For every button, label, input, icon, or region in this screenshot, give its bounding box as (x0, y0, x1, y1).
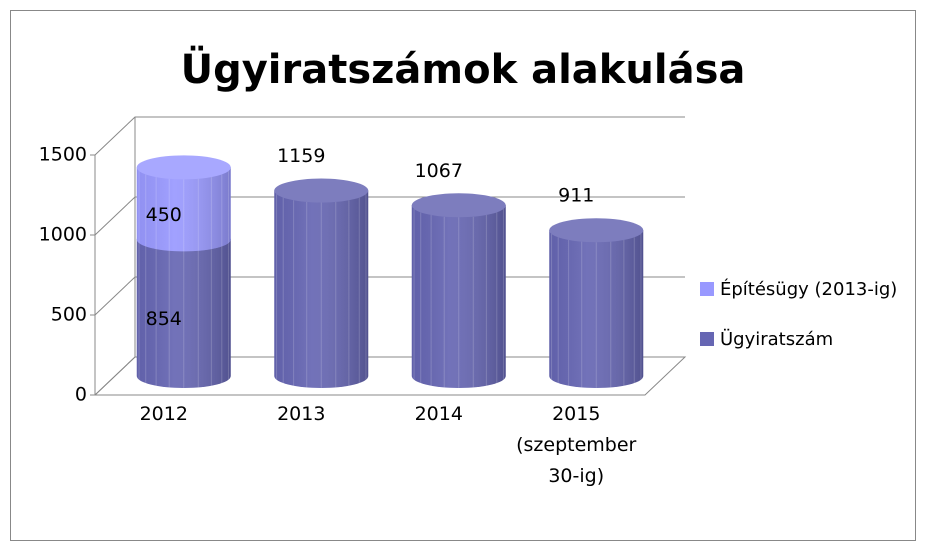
grid-line (94, 116, 685, 156)
cylinder-shade (549, 230, 644, 389)
value-label: 854 (146, 308, 182, 330)
y-tick-label: 0 (75, 384, 87, 406)
cylinder-shade (136, 239, 231, 389)
legend-swatch (700, 332, 714, 346)
cylinder-top (274, 178, 369, 203)
x-tick-label: 2013 (277, 403, 326, 425)
cylinder-top (411, 193, 506, 218)
y-tick-label: 1500 (39, 144, 87, 166)
x-tick-label: 2012 (139, 403, 188, 425)
value-label: 1067 (415, 160, 463, 182)
value-label: 911 (558, 185, 594, 207)
cylinder-shade (411, 205, 506, 389)
cylinder-top (136, 155, 231, 180)
legend-label: Építésügy (2013-ig) (720, 278, 897, 300)
legend-label: Ügyiratszám (720, 328, 833, 350)
y-tick-label: 500 (51, 304, 87, 326)
chart-title: Ügyiratszámok alakulása (181, 45, 746, 93)
value-label: 1159 (277, 145, 325, 167)
grid-line (94, 196, 685, 236)
x-tick-label: 2014 (414, 403, 463, 425)
cylinder-shade (136, 167, 231, 252)
legend-swatch (700, 282, 714, 296)
cylinder-top (549, 218, 644, 243)
cylinder-shade (274, 190, 369, 389)
value-label: 450 (146, 204, 182, 226)
x-tick-label: 2015 (szeptember 30-ig) (516, 403, 637, 487)
y-tick-label: 1000 (39, 224, 87, 246)
